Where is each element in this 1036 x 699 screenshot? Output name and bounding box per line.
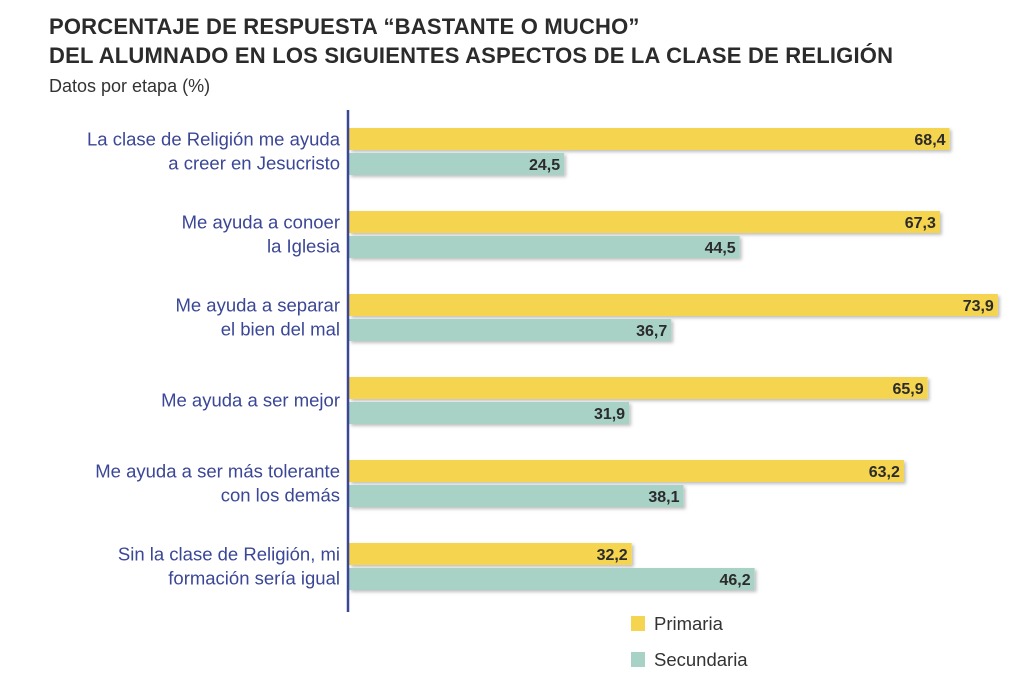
chart-title-line-1: PORCENTAJE DE RESPUESTA “BASTANTE O MUCH… <box>49 14 640 39</box>
data-label-primaria-0: 68,4 <box>914 132 945 149</box>
bar-primaria-0 <box>349 128 950 150</box>
data-label-secundaria-3: 31,9 <box>594 406 625 423</box>
bar-secundaria-1 <box>349 236 740 258</box>
chart-title-line-2: DEL ALUMNADO EN LOS SIGUIENTES ASPECTOS … <box>49 43 894 68</box>
bar-primaria-1 <box>349 211 940 233</box>
category-label-2: Me ayuda a separar el bien del mal <box>175 295 340 340</box>
bar-secundaria-4 <box>349 485 684 507</box>
data-label-secundaria-1: 44,5 <box>705 240 736 257</box>
data-label-secundaria-4: 38,1 <box>648 489 679 506</box>
legend-label-secundaria: Secundaria <box>654 649 748 670</box>
data-label-primaria-3: 65,9 <box>892 381 923 398</box>
bar-primaria-3 <box>349 377 928 399</box>
bar-secundaria-2 <box>349 319 672 341</box>
category-label-3: Me ayuda a ser mejor <box>161 390 340 411</box>
chart-subtitle: Datos por etapa (%) <box>49 76 211 96</box>
legend-label-primaria: Primaria <box>654 613 724 634</box>
bar-secundaria-5 <box>349 568 755 590</box>
data-label-secundaria-5: 46,2 <box>719 572 750 589</box>
bar-primaria-5 <box>349 543 632 565</box>
data-label-secundaria-0: 24,5 <box>529 157 560 174</box>
category-label-5: Sin la clase de Religión, mi formación se… <box>118 544 340 589</box>
legend-swatch-primaria <box>631 616 645 631</box>
data-label-primaria-2: 73,9 <box>963 298 994 315</box>
bar-secundaria-3 <box>349 402 630 424</box>
category-label-1: Me ayuda a conoer la Iglesia <box>182 212 341 257</box>
data-label-primaria-4: 63,2 <box>869 464 900 481</box>
bar-primaria-4 <box>349 460 904 482</box>
legend-swatch-secundaria <box>631 652 645 667</box>
data-label-primaria-5: 32,2 <box>597 547 628 564</box>
category-label-4: Me ayuda a ser más tolerante con los demá… <box>95 461 340 506</box>
data-label-secundaria-2: 36,7 <box>636 323 667 340</box>
data-label-primaria-1: 67,3 <box>905 215 936 232</box>
bar-secundaria-0 <box>349 153 565 175</box>
bar-primaria-2 <box>349 294 998 316</box>
category-label-0: La clase de Religión me ayuda a creer en … <box>87 129 341 174</box>
